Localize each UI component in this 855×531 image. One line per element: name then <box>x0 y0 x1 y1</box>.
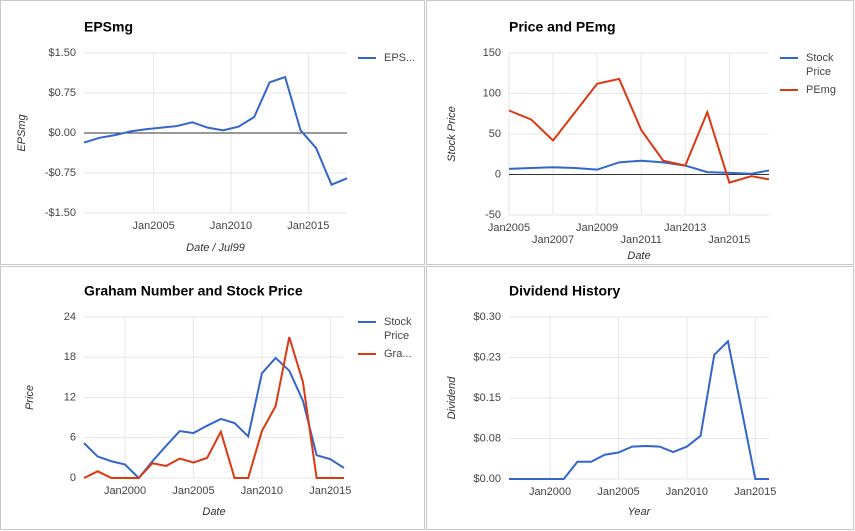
y-tick-label: $0.30 <box>473 311 501 323</box>
x-tick-label: Jan2007 <box>532 234 574 246</box>
series-line <box>508 159 770 175</box>
y-tick-label: 0 <box>70 472 76 484</box>
y-tick-label: 12 <box>64 391 76 403</box>
x-axis-title: Date <box>202 506 225 518</box>
x-tick-label: Jan2015 <box>708 234 750 246</box>
x-axis-title: Date <box>627 250 650 262</box>
series-line <box>83 75 348 187</box>
x-axis-title: Date / Jul99 <box>186 242 245 254</box>
chart-title: Dividend History <box>509 283 620 299</box>
x-tick-label: Jan2010 <box>241 485 283 497</box>
x-tick-label: Jan2005 <box>172 485 214 497</box>
y-tick-label: 6 <box>70 432 76 444</box>
x-tick-label: Jan2005 <box>597 486 639 498</box>
y-tick-label: 0 <box>495 168 501 180</box>
y-tick-label: 18 <box>64 351 76 363</box>
series-line <box>508 77 770 184</box>
y-tick-label: $0.75 <box>48 87 76 99</box>
x-tick-label: Jan2005 <box>133 220 175 232</box>
y-tick-label: 24 <box>64 311 76 323</box>
y-tick-label: $0.00 <box>48 127 76 139</box>
y-tick-label: -50 <box>485 209 501 221</box>
y-axis-title: Price <box>24 385 36 410</box>
y-axis-title: Stock Price <box>446 106 458 162</box>
y-tick-label: $0.23 <box>473 351 501 363</box>
legend-label: PEmg <box>806 84 836 96</box>
x-tick-label: Jan2000 <box>104 485 146 497</box>
y-tick-label: 100 <box>483 87 501 99</box>
legend-label: EPS... <box>384 52 415 64</box>
chart-title: Price and PEmg <box>509 19 616 35</box>
y-tick-label: $0.15 <box>473 392 501 404</box>
x-axis-title: Year <box>628 506 652 518</box>
series-line <box>83 336 344 479</box>
chart-title: EPSmg <box>84 19 133 35</box>
y-tick-label: $0.00 <box>473 473 501 485</box>
y-tick-label: -$0.75 <box>45 167 76 179</box>
series-line <box>83 356 345 480</box>
x-tick-label: Jan2015 <box>734 486 776 498</box>
y-tick-label: -$1.50 <box>45 207 76 219</box>
x-tick-label: Jan2009 <box>576 222 618 234</box>
chart-title: Graham Number and Stock Price <box>84 283 303 299</box>
y-axis-title: EPSmg <box>16 113 28 151</box>
y-tick-label: 50 <box>489 128 501 140</box>
x-tick-label: Jan2010 <box>666 486 708 498</box>
y-tick-label: 150 <box>483 47 501 59</box>
legend-label: Gra... <box>384 348 412 360</box>
legend-label: Stock Price <box>384 316 415 342</box>
x-tick-label: Jan2015 <box>287 220 329 232</box>
x-tick-label: Jan2010 <box>210 220 252 232</box>
y-tick-label: $1.50 <box>48 47 76 59</box>
x-tick-label: Jan2005 <box>488 222 530 234</box>
x-tick-label: Jan2013 <box>664 222 706 234</box>
legend-label: Stock Price <box>806 52 837 78</box>
y-tick-label: $0.08 <box>473 432 501 444</box>
x-tick-label: Jan2015 <box>309 485 351 497</box>
x-tick-label: Jan2000 <box>529 486 571 498</box>
panel <box>426 0 854 265</box>
x-tick-label: Jan2011 <box>621 234 662 246</box>
series-line <box>509 339 769 480</box>
y-axis-title: Dividend <box>446 376 458 420</box>
